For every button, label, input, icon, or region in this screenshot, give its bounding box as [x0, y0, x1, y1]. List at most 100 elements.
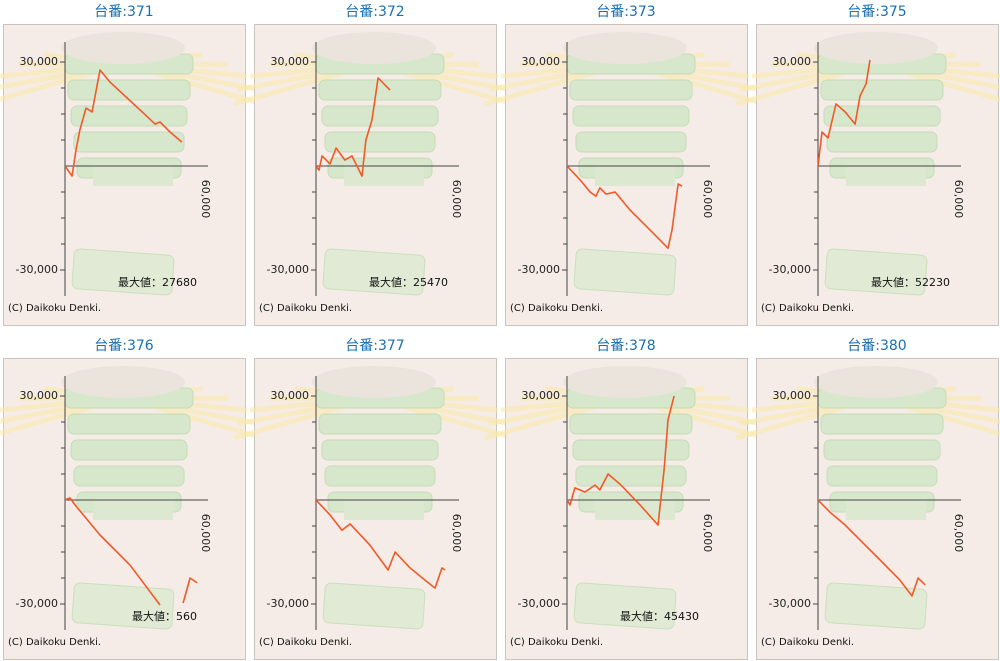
cluster	[312, 366, 436, 398]
y-tick-label: -30,000	[267, 597, 309, 610]
copyright: (C) Daikoku Denki.	[761, 303, 854, 314]
data-line	[316, 77, 391, 177]
tray	[575, 131, 687, 153]
tray-low	[322, 582, 426, 630]
y-tick-label: 30,000	[522, 389, 561, 402]
tray	[823, 439, 941, 461]
y-tick-label: -30,000	[769, 597, 811, 610]
chart-title: 台番:375	[847, 4, 906, 20]
chart-title: 台番:373	[596, 4, 655, 20]
tray	[70, 105, 188, 127]
max-label: 最大値：560	[132, 609, 197, 623]
data-line	[818, 59, 871, 167]
tray-base	[846, 164, 926, 186]
tray	[318, 413, 442, 435]
x-tick-label: 60,000	[199, 180, 212, 219]
tray	[73, 131, 185, 153]
tray-base	[595, 498, 675, 520]
tray	[321, 439, 439, 461]
y-tick-label: -30,000	[267, 263, 309, 276]
cluster	[312, 32, 436, 64]
tray	[572, 439, 690, 461]
tray	[569, 79, 693, 101]
tray	[572, 105, 690, 127]
cluster	[61, 366, 185, 398]
copyright: (C) Daikoku Denki.	[8, 303, 101, 314]
y-tick-label: 30,000	[773, 55, 812, 68]
data-line	[567, 395, 675, 526]
chart-panel: 30,000 -30,000 60,000 (C) Daikoku Denki.	[233, 358, 515, 660]
chart-panel: 30,000 -30,000 60,000 最大値：45430 (C) Daikoku …	[484, 358, 766, 660]
tray	[324, 465, 436, 487]
background-art	[0, 366, 264, 630]
tray-base	[344, 498, 424, 520]
tray-low	[71, 582, 175, 630]
tray	[569, 413, 693, 435]
data-line	[316, 499, 446, 589]
background-art	[484, 366, 766, 630]
chart-title: 台番:378	[596, 338, 655, 354]
chart-title: 台番:371	[94, 4, 153, 20]
cluster	[814, 32, 938, 64]
y-tick-label: -30,000	[16, 263, 58, 276]
data-line	[65, 497, 198, 606]
y-tick-label: -30,000	[16, 597, 58, 610]
copyright: (C) Daikoku Denki.	[259, 637, 352, 648]
background-art	[233, 366, 515, 630]
tray-low	[824, 248, 928, 296]
cluster	[61, 32, 185, 64]
copyright: (C) Daikoku Denki.	[8, 637, 101, 648]
max-label: 最大値：45430	[620, 609, 699, 623]
tray-low	[573, 582, 677, 630]
background-art	[735, 366, 1000, 630]
tray	[826, 465, 938, 487]
x-tick-label: 60,000	[952, 514, 965, 553]
max-label: 最大値：25470	[369, 275, 448, 289]
tray	[318, 79, 442, 101]
tray	[73, 465, 185, 487]
copyright: (C) Daikoku Denki.	[510, 637, 603, 648]
tray	[575, 465, 687, 487]
tray-low	[71, 248, 175, 296]
tray	[67, 413, 191, 435]
tray-base	[93, 164, 173, 186]
chart-title: 台番:372	[345, 4, 404, 20]
chart-panel: 30,000 -30,000 60,000 (C) Daikoku Denki.	[735, 358, 1000, 660]
x-tick-label: 60,000	[450, 514, 463, 553]
chart-panel: 30,000 -30,000 60,000 最大値：560 (C) Daikoku De…	[0, 358, 264, 660]
tray	[826, 131, 938, 153]
x-tick-label: 60,000	[701, 180, 714, 219]
tray-base	[344, 164, 424, 186]
tray	[321, 105, 439, 127]
data-line	[567, 165, 683, 249]
tray	[67, 79, 191, 101]
tray-base	[93, 498, 173, 520]
cluster	[563, 32, 687, 64]
tray	[324, 131, 436, 153]
y-tick-label: 30,000	[522, 55, 561, 68]
chart-panel: 30,000 -30,000 60,000 最大値：52230 (C) Daikoku …	[735, 24, 1000, 326]
tray	[820, 79, 944, 101]
tray-base	[846, 498, 926, 520]
copyright: (C) Daikoku Denki.	[761, 637, 854, 648]
cluster	[563, 366, 687, 398]
tray-low	[824, 582, 928, 630]
copyright: (C) Daikoku Denki.	[510, 303, 603, 314]
y-tick-label: 30,000	[20, 55, 59, 68]
max-label: 最大値：27680	[118, 275, 197, 289]
x-tick-label: 60,000	[450, 180, 463, 219]
tray-base	[595, 164, 675, 186]
y-tick-label: 30,000	[20, 389, 59, 402]
chart-title: 台番:380	[847, 338, 906, 354]
y-tick-label: 30,000	[773, 389, 812, 402]
chart-title: 台番:376	[94, 338, 154, 354]
tray-low	[322, 248, 426, 296]
tray	[70, 439, 188, 461]
data-line	[818, 499, 926, 597]
chart-panel: 30,000 -30,000 60,000 (C) Daikoku Denki.	[484, 24, 766, 326]
cluster	[814, 366, 938, 398]
x-tick-label: 60,000	[952, 180, 965, 219]
y-tick-label: 30,000	[271, 55, 310, 68]
chart-title: 台番:377	[345, 338, 404, 354]
